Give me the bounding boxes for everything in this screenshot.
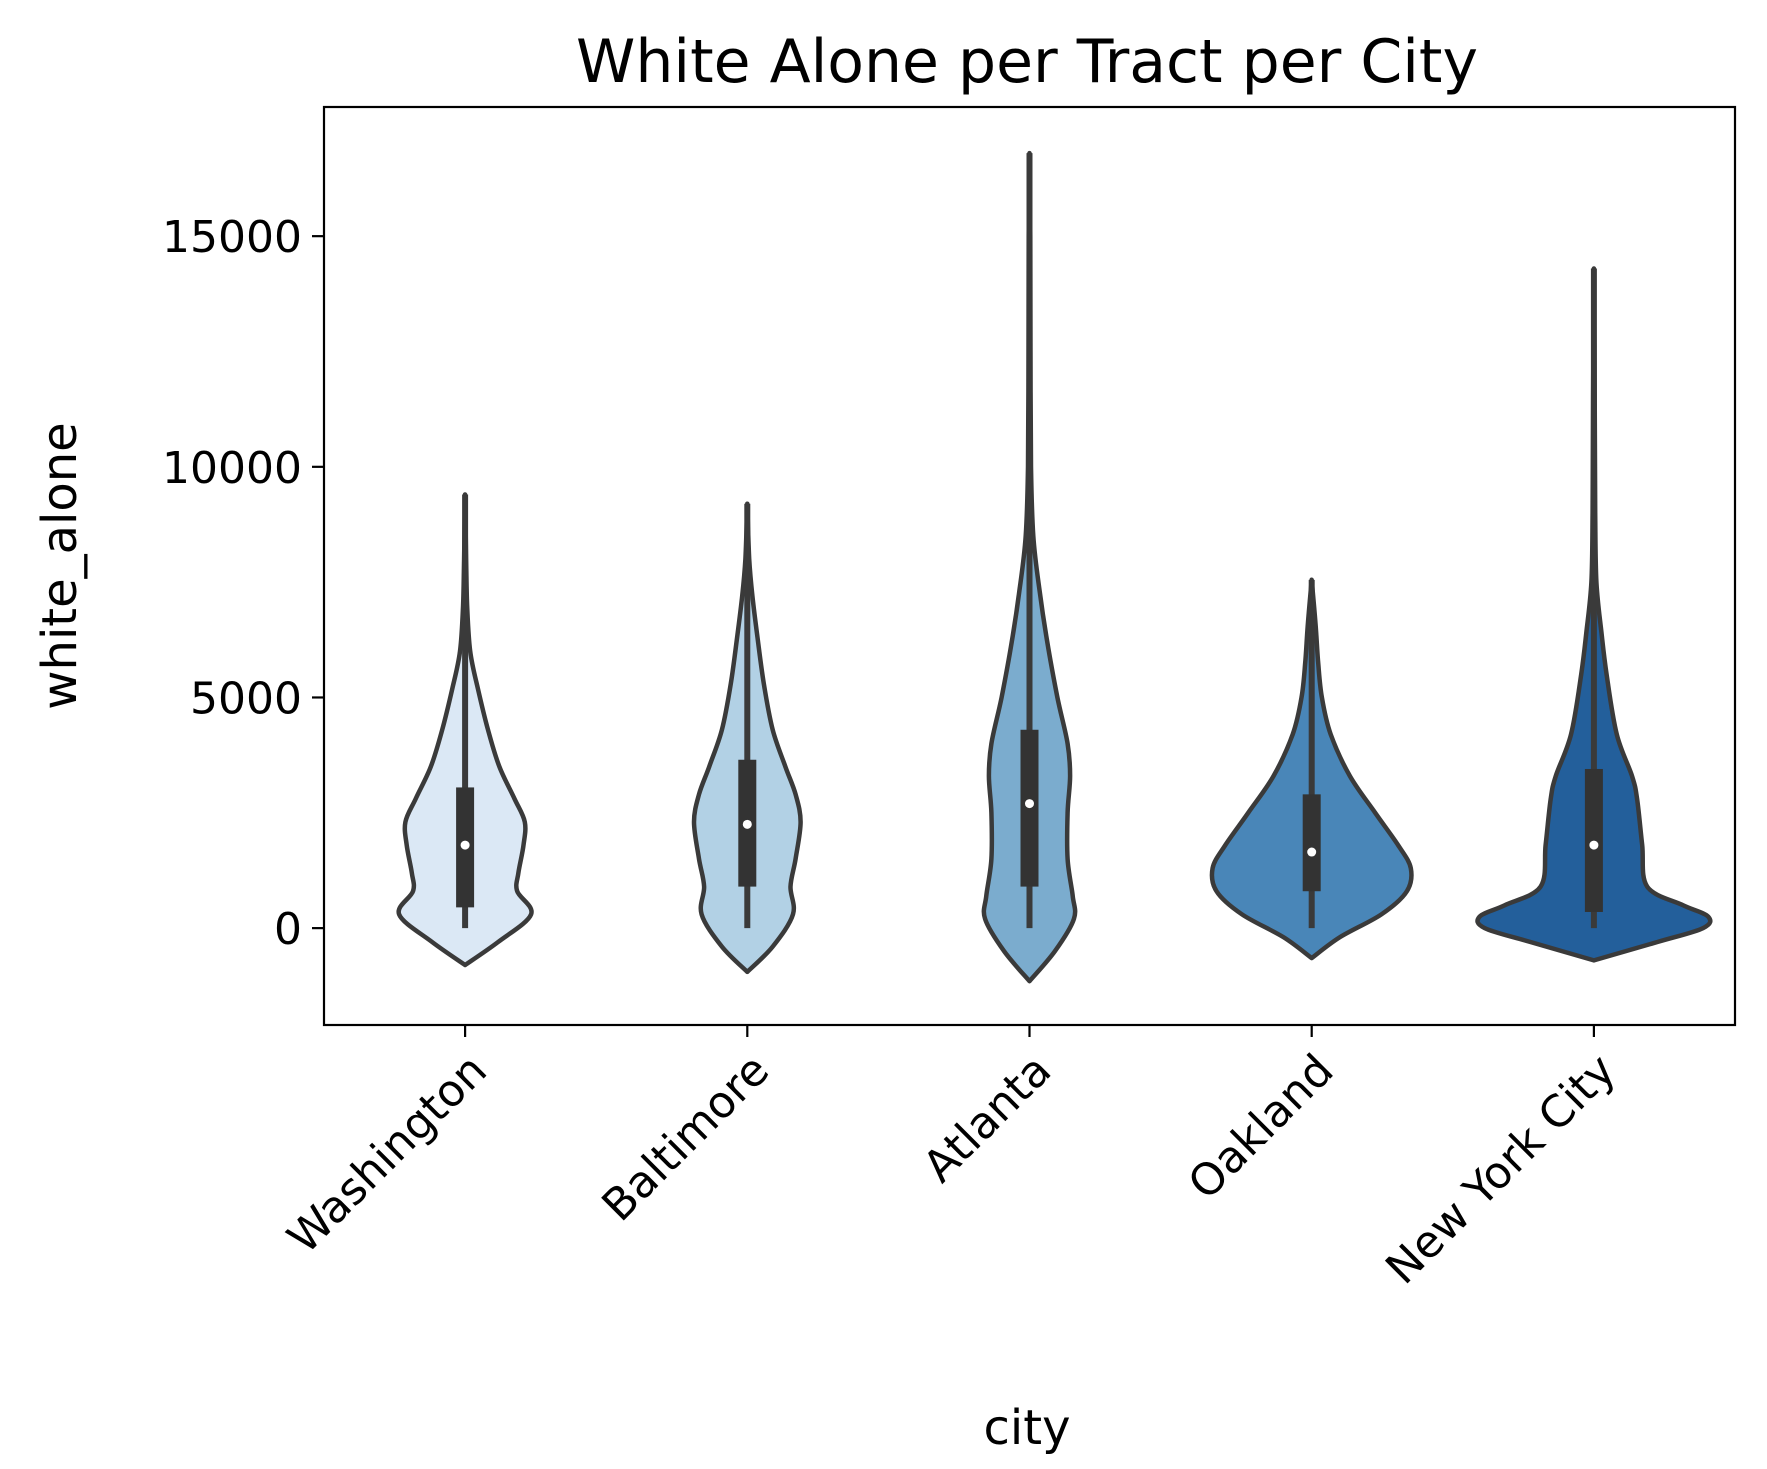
violin-median-marker <box>460 840 470 850</box>
y-tick-label: 15000 <box>162 212 302 263</box>
y-tick-label: 0 <box>274 904 302 955</box>
y-tick-label: 10000 <box>162 443 302 494</box>
y-tick-label: 5000 <box>190 673 302 724</box>
violin-median-marker <box>742 819 752 829</box>
violin-new-york-city <box>1475 266 1713 963</box>
violin-median-marker <box>1589 840 1599 850</box>
chart-title: White Alone per Tract per City <box>576 27 1478 97</box>
violin-washington <box>396 492 534 968</box>
violin-atlanta <box>981 150 1078 984</box>
violin-median-marker <box>1025 799 1034 809</box>
violin-iqr-box <box>1020 729 1039 887</box>
violin-median-marker <box>1307 847 1317 857</box>
violin-baltimore <box>691 501 803 975</box>
violin-iqr-box <box>1302 794 1321 892</box>
x-axis-label: city <box>984 1400 1071 1456</box>
y-axis-label: white_alone <box>32 422 88 709</box>
violin-oakland <box>1209 577 1414 961</box>
violin-iqr-box <box>1584 768 1603 912</box>
